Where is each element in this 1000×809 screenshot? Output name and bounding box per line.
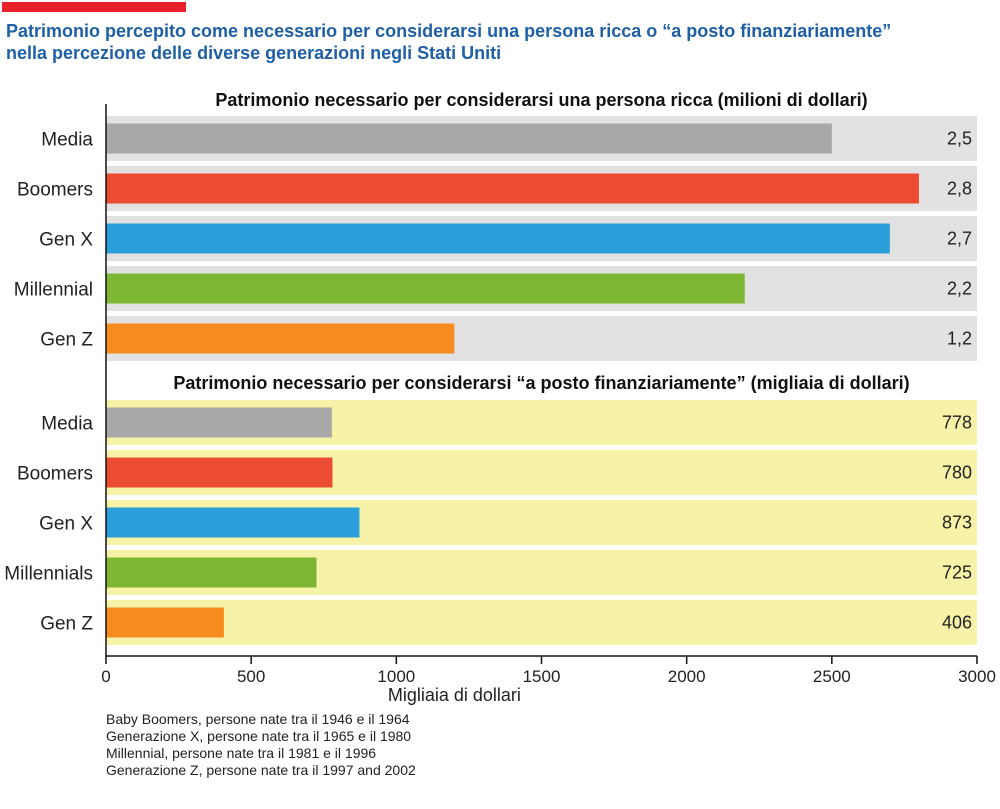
category-label: Media [41, 414, 93, 435]
value-label: 780 [942, 463, 972, 483]
value-label: 2,8 [947, 179, 972, 199]
category-label: Boomers [17, 464, 93, 485]
bar [106, 507, 360, 538]
value-label: 873 [942, 513, 972, 533]
x-tick-label: 2500 [813, 667, 851, 686]
chart-title: Patrimonio percepito come necessario per… [6, 20, 996, 64]
x-tick-label: 500 [237, 667, 265, 686]
x-tick-label: 1500 [523, 667, 561, 686]
value-label: 2,7 [947, 229, 972, 249]
value-label: 2,2 [947, 279, 972, 299]
x-tick-label: 0 [101, 667, 110, 686]
bar [106, 223, 890, 254]
chart-title-line-1: Patrimonio percepito come necessario per… [6, 21, 892, 41]
bar [106, 407, 332, 438]
bar [106, 173, 919, 204]
x-tick-label: 1000 [377, 667, 415, 686]
value-label: 725 [942, 563, 972, 583]
footnote-line: Generazione X, persone nate tra il 1965 … [106, 728, 412, 744]
panel-title: Patrimonio necessario per considerarsi “… [173, 373, 909, 393]
bar [106, 123, 832, 154]
footnotes: Baby Boomers, persone nate tra il 1946 e… [106, 711, 416, 779]
category-label: Millennial [14, 280, 93, 301]
chart-title-line-2: nella percezione delle diverse generazio… [6, 43, 502, 63]
value-label: 1,2 [947, 329, 972, 349]
footnote-line: Millennial, persone nate tra il 1981 e i… [106, 745, 377, 761]
bar [106, 323, 455, 354]
category-label: Gen Z [40, 330, 93, 351]
category-label: Millennials [4, 564, 93, 585]
category-label: Media [41, 130, 93, 151]
bar [106, 607, 224, 638]
x-tick-label: 3000 [958, 667, 996, 686]
accent-bar [2, 2, 186, 12]
category-label: Gen X [39, 230, 93, 251]
panel-title: Patrimonio necessario per considerarsi u… [215, 90, 867, 110]
footnote-line: Generazione Z, persone nate tra il 1997 … [106, 762, 416, 778]
value-label: 2,5 [947, 129, 972, 149]
bar [106, 457, 333, 488]
footnote-line: Baby Boomers, persone nate tra il 1946 e… [106, 711, 410, 727]
value-label: 778 [942, 413, 972, 433]
bar [106, 273, 745, 304]
x-tick-label: 2000 [668, 667, 706, 686]
bar-background [106, 600, 977, 645]
bar [106, 557, 317, 588]
value-label: 406 [942, 613, 972, 633]
category-label: Gen Z [40, 614, 93, 635]
x-axis-title: Migliaia di dollari [388, 685, 521, 705]
category-label: Boomers [17, 180, 93, 201]
category-label: Gen X [39, 514, 93, 535]
